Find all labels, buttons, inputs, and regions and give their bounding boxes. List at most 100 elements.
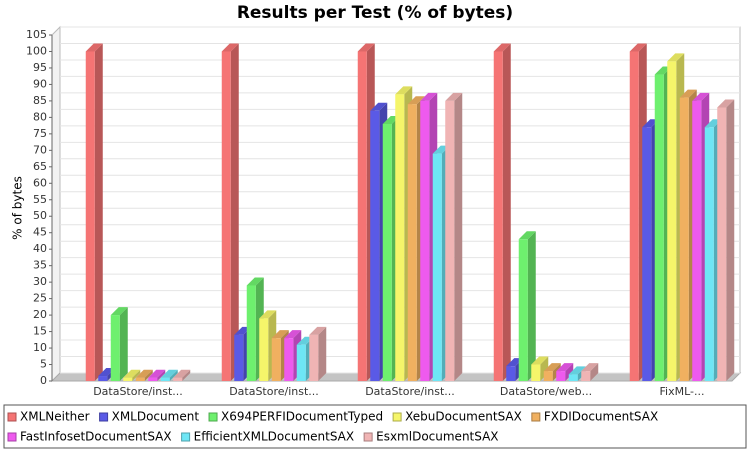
x-tick-label: DataStore/inst... [93, 385, 183, 398]
bar [135, 369, 153, 381]
legend-swatch [7, 412, 17, 422]
y-tick-label: 95 [33, 61, 47, 74]
y-tick-label: 0 [40, 374, 47, 387]
bar-top [85, 43, 103, 52]
bar-front [259, 318, 269, 381]
y-tick-label: 15 [33, 325, 47, 338]
y-tick-label: 70 [33, 143, 47, 156]
y-tick-label: 50 [33, 209, 47, 222]
bar-top [568, 366, 586, 375]
legend-box [3, 404, 747, 449]
bar-side [454, 92, 463, 382]
bar-front [506, 366, 516, 381]
legend-label: XMLNeither [20, 410, 90, 424]
y-tick-label: 20 [33, 308, 47, 321]
bar-front [493, 51, 503, 381]
bar-top [370, 102, 388, 111]
bar [717, 99, 735, 381]
legend-label: EsxmlDocumentSAX [376, 430, 498, 444]
bar-top [629, 43, 647, 52]
y-tick-label: 40 [33, 242, 47, 255]
bar-side [182, 369, 191, 381]
bar-front [679, 97, 689, 381]
bar-front [667, 61, 677, 381]
back-wall [51, 25, 61, 383]
legend-swatch [99, 412, 109, 422]
bar-top [246, 277, 264, 286]
bar-side [94, 43, 103, 381]
legend-label: XebuDocumentSAX [405, 410, 522, 424]
bar-front [420, 100, 430, 382]
y-tick-label: 45 [33, 226, 47, 239]
y-tick-label: 100 [26, 44, 47, 57]
bar-top [309, 326, 327, 335]
bar [148, 369, 166, 381]
bar-front [543, 371, 553, 381]
bar-top [110, 307, 128, 316]
bar-front [581, 371, 591, 381]
bar-front [432, 153, 442, 381]
bar-front [717, 107, 727, 381]
bar-side [144, 369, 153, 381]
bar-front [692, 100, 702, 382]
y-tick-label: 30 [33, 275, 47, 288]
bar [445, 92, 463, 382]
legend-label: X694PERFIDocumentTyped [221, 410, 383, 424]
bar-front [556, 371, 566, 381]
bar-front [246, 285, 256, 381]
bar-front [370, 110, 380, 382]
y-tick-label: 5 [40, 358, 47, 371]
bar-front [98, 376, 108, 381]
bar-top [357, 43, 375, 52]
bar-top [148, 369, 166, 378]
bar-top [717, 99, 735, 108]
bar-top [581, 363, 599, 372]
bar-top [160, 369, 178, 378]
bar [221, 43, 239, 381]
bar [581, 363, 599, 381]
bar-front [135, 377, 145, 381]
bar-side [502, 43, 511, 381]
bar-front [221, 51, 231, 381]
bar [309, 326, 327, 381]
legend-swatch [7, 432, 17, 442]
bar-front [382, 123, 392, 381]
bar-side [726, 99, 735, 381]
bar-front [445, 100, 455, 382]
bar-front [531, 364, 541, 381]
bar-top [271, 330, 289, 339]
bar-top [284, 330, 302, 339]
bar-side [169, 369, 178, 381]
legend-label: FastInfosetDocumentSAX [20, 430, 172, 444]
x-tick-label: FixML-... [660, 385, 705, 398]
chart-title: Results per Test (% of bytes) [237, 3, 513, 23]
bar-front [160, 377, 170, 381]
bar-top [259, 310, 277, 319]
bar-top [679, 89, 697, 98]
bar-top [667, 53, 685, 62]
y-tick-label: 65 [33, 160, 47, 173]
bar-side [119, 307, 128, 381]
bar-side [230, 43, 239, 381]
legend-swatch [363, 432, 373, 442]
bar-front [704, 127, 714, 382]
bar-side [318, 326, 327, 381]
y-tick-label: 55 [33, 193, 47, 206]
y-tick-label: 105 [26, 28, 47, 41]
bar-front [407, 104, 417, 381]
bar-front [395, 94, 405, 382]
x-tick-label: DataStore/inst... [229, 385, 319, 398]
legend-swatch [531, 412, 541, 422]
bar [518, 231, 536, 381]
bar-side [527, 231, 536, 381]
bar-front [296, 344, 306, 381]
bar-front [357, 51, 367, 381]
bar-top [123, 369, 141, 378]
legend-swatch [181, 432, 191, 442]
legend-swatch [208, 412, 218, 422]
bar-top [420, 92, 438, 101]
bar-top [556, 363, 574, 372]
bar-front [271, 338, 281, 381]
